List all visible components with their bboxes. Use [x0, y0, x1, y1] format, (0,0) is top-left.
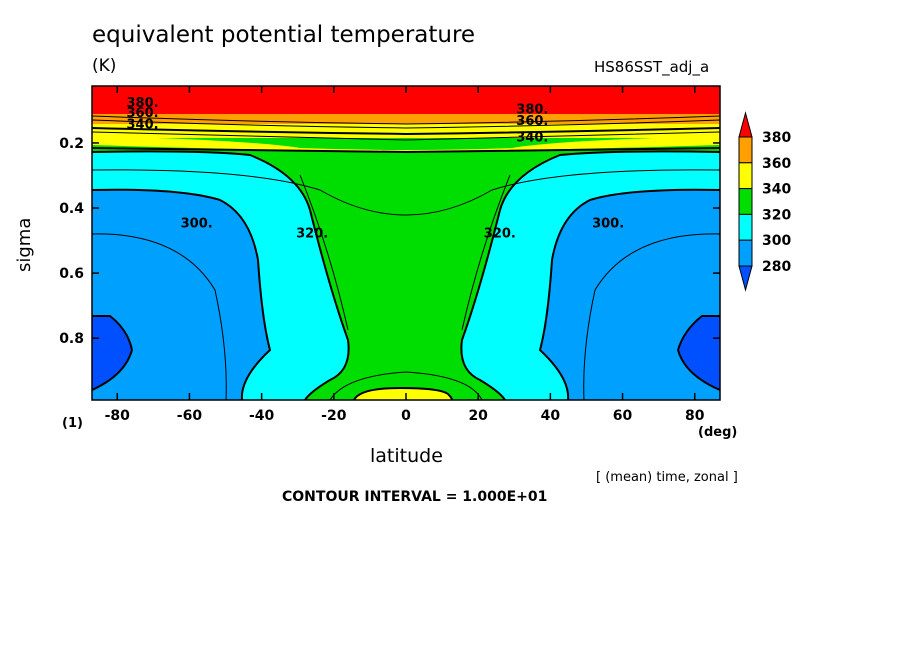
- colorbar-label: 380: [762, 130, 791, 146]
- x-tick-label: 40: [541, 408, 561, 424]
- colorbar-label: 300: [762, 233, 791, 249]
- band-below-280-right: [678, 316, 720, 390]
- y-tick-label: 0.2: [59, 136, 84, 152]
- band-below-280-left: [92, 316, 132, 390]
- colorbar-box: [738, 162, 753, 190]
- contour-label: 320.: [484, 226, 516, 241]
- x-tick-label: -40: [249, 408, 275, 424]
- contour-label: 380.: [126, 96, 158, 111]
- x-tick-label: 0: [401, 408, 411, 424]
- x-tick-label: 20: [468, 408, 488, 424]
- axes: -80 -60 -40 -20 0 20 40 60 80 0.2 0.4 0.6 0.8: [59, 86, 720, 424]
- contour-label: 380.: [516, 103, 548, 118]
- x-tick-label: -80: [105, 408, 131, 424]
- x-tick-label: 60: [613, 408, 633, 424]
- contour-label: 360.: [516, 114, 548, 129]
- colorbar: 380 360 340 320 300 280: [738, 111, 791, 292]
- chart-units: (K): [92, 56, 117, 76]
- averaging-note: [ (mean) time, zonal ]: [596, 470, 738, 485]
- colorbar-label: 320: [762, 207, 791, 223]
- contour-label: 320.: [296, 226, 328, 241]
- contour-label: 340.: [126, 117, 158, 132]
- colorbar-box: [738, 213, 753, 241]
- x-tick-label: 80: [685, 408, 705, 424]
- colorbar-top-arrow: [738, 111, 753, 138]
- contour-label: 360.: [126, 106, 158, 121]
- y-tick-label: 0.6: [59, 266, 84, 282]
- x-axis-unit: (deg): [698, 425, 738, 440]
- chart-title: equivalent potential temperature: [92, 22, 476, 48]
- x-tick-label: -20: [321, 408, 347, 424]
- colorbar-label: 280: [762, 259, 791, 275]
- contour-interval: CONTOUR INTERVAL = 1.000E+01: [282, 489, 548, 505]
- band-280-300-left: [92, 189, 270, 400]
- colorbar-label: 360: [762, 156, 791, 172]
- contour-label: 300.: [592, 217, 624, 232]
- contour-label: 340.: [516, 130, 548, 145]
- band-340-360-surface: [354, 388, 452, 400]
- contour-label: 300.: [181, 217, 213, 232]
- colorbar-label: 340: [762, 182, 791, 198]
- contour-labels: 380.360.340.380.360.340.300.320. 320.300.: [126, 96, 624, 241]
- y-axis-label: sigma: [14, 217, 35, 272]
- y-tick-label: 0.4: [59, 201, 84, 217]
- band-280-300-right: [540, 189, 720, 400]
- colorbar-box: [738, 239, 753, 267]
- x-tick-label: -60: [177, 408, 203, 424]
- colorbar-box: [738, 136, 753, 164]
- colorbar-box: [738, 188, 753, 215]
- y-axis-unit: (1): [62, 416, 83, 431]
- x-axis-label: latitude: [370, 445, 443, 467]
- y-tick-label: 0.8: [59, 331, 84, 347]
- colorbar-bottom-arrow: [738, 265, 753, 292]
- dataset-label: HS86SST_adj_a: [594, 58, 710, 76]
